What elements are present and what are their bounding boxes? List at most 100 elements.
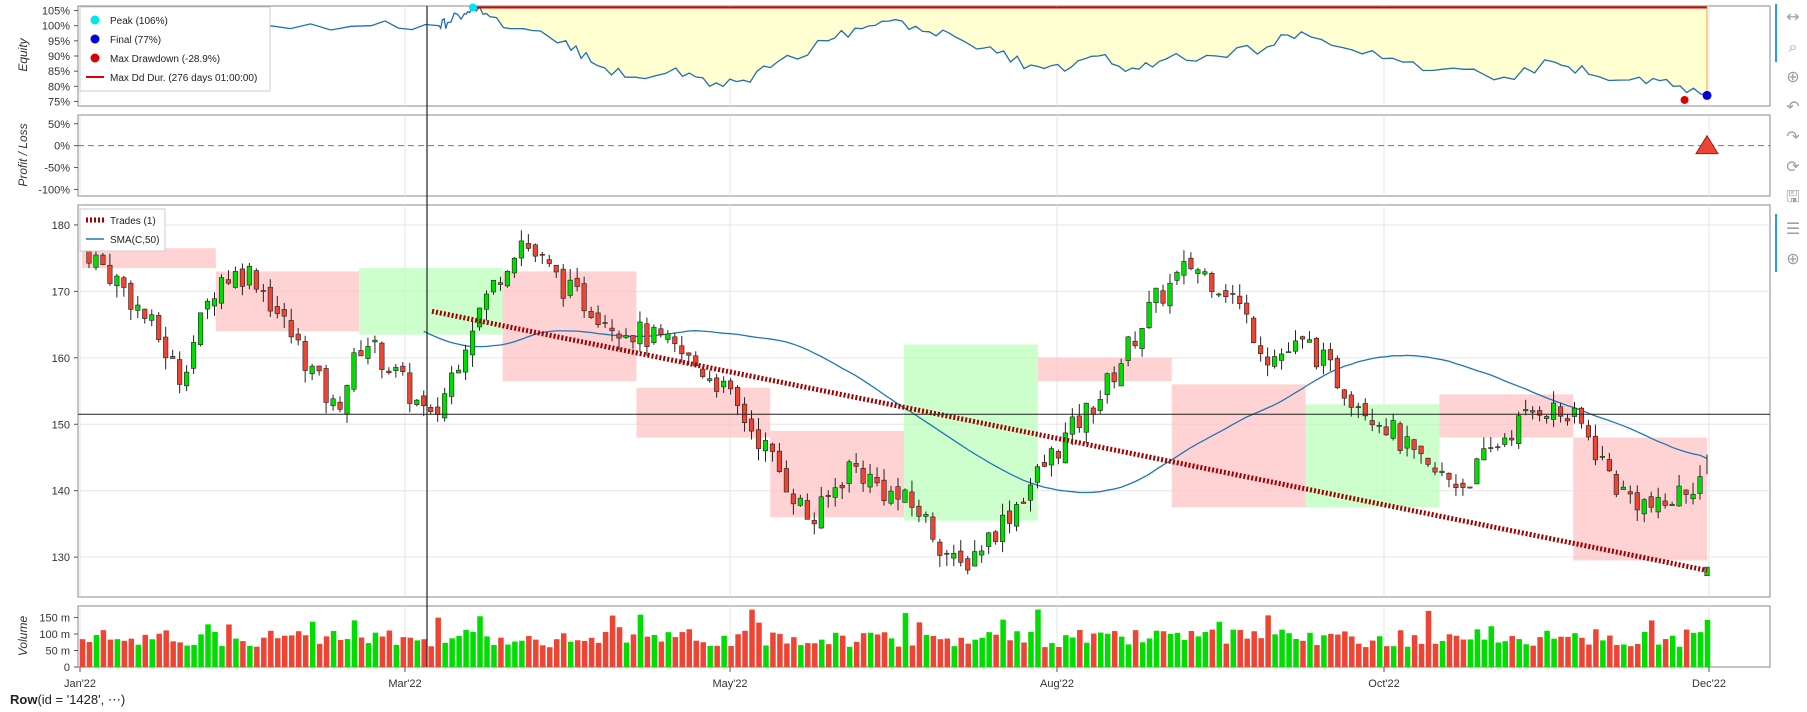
volume-bar <box>1251 631 1257 667</box>
candle-body <box>372 339 378 343</box>
volume-bar <box>219 646 225 667</box>
panel-pl <box>77 114 1771 197</box>
undo-icon[interactable]: ↶ <box>1786 97 1800 116</box>
candle-body <box>1613 474 1619 495</box>
volume-bar <box>1474 629 1481 667</box>
candle-body <box>665 333 671 340</box>
candle-body <box>637 321 643 345</box>
volume-bar <box>233 638 239 667</box>
candle-body <box>400 365 406 373</box>
volume-bar <box>1028 631 1034 667</box>
candle-body <box>728 380 734 390</box>
candle-body <box>358 350 364 357</box>
candle-body <box>1606 459 1612 472</box>
candle-body <box>1230 293 1236 295</box>
volume-bar <box>1523 644 1529 667</box>
candle-body <box>1048 448 1054 466</box>
candle-body <box>658 328 664 335</box>
volume-bar <box>456 635 462 667</box>
volume-bar <box>288 635 295 667</box>
candle-body <box>1313 338 1319 368</box>
candle-body <box>1564 418 1571 422</box>
candle-body <box>874 477 880 484</box>
volume-bar <box>860 633 867 667</box>
candle-body <box>1160 290 1166 304</box>
volume-bar <box>1014 631 1020 667</box>
candle-body <box>1704 566 1710 577</box>
candle-body <box>1041 462 1048 467</box>
candle-body <box>1592 435 1598 461</box>
candle-body <box>177 359 183 385</box>
candle-body <box>1090 407 1096 415</box>
volume-bar <box>170 641 176 667</box>
candle-body <box>1627 491 1633 495</box>
volume-y-tick-label: 100 m <box>39 629 70 641</box>
volume-bar <box>386 630 393 667</box>
candle-body <box>1013 504 1020 527</box>
volume-bar <box>268 630 274 667</box>
candle-body <box>163 336 169 359</box>
candle-body <box>379 342 385 370</box>
hover-icon[interactable]: ☰ <box>1785 219 1801 238</box>
redo-icon[interactable]: ↷ <box>1786 127 1800 146</box>
volume-bar <box>1007 640 1013 667</box>
volume-bar <box>184 645 190 667</box>
volume-bar <box>1314 645 1320 667</box>
candle-body <box>1599 456 1605 458</box>
volume-bar <box>1139 642 1146 667</box>
volume-bar <box>1488 626 1495 667</box>
candle-body <box>302 341 308 371</box>
x-tick-label: Jan'22 <box>64 678 96 690</box>
volume-bar <box>986 632 992 667</box>
pan-icon[interactable]: ↔ <box>1786 7 1800 26</box>
ohlc-legend: Trades (1) SMA(C,50) <box>79 208 166 252</box>
volume-bar <box>784 643 790 667</box>
candle-body <box>1544 416 1550 419</box>
candle-body <box>1662 500 1668 506</box>
volume-bar <box>247 645 253 667</box>
volume-bar <box>240 641 246 667</box>
candle-body <box>937 541 943 556</box>
volume-bar <box>1404 646 1411 667</box>
volume-bar <box>1690 632 1697 667</box>
candle-body <box>616 333 622 339</box>
volume-bar <box>895 646 902 667</box>
candle-body <box>1467 486 1473 489</box>
candle-body <box>644 323 650 347</box>
candle-body <box>204 300 211 310</box>
volume-bar <box>1648 620 1655 667</box>
candle-body <box>1690 493 1696 500</box>
candle-body <box>1523 409 1529 412</box>
candle-body <box>1634 492 1640 511</box>
volume-y-tick-label: 150 m <box>39 613 70 625</box>
crosshair-icon[interactable]: ⊕ <box>1786 249 1800 268</box>
volume-bar <box>874 634 881 667</box>
candle-body <box>679 345 685 355</box>
ohlc-y-tick-label: 150 <box>52 419 70 431</box>
volume-bar <box>414 640 421 667</box>
volume-bar <box>533 639 539 667</box>
pl-y-tick-label: 0% <box>54 141 70 153</box>
reset-icon[interactable]: ⟳ <box>1786 157 1800 176</box>
candle-body <box>1432 467 1438 473</box>
volume-bar <box>142 634 149 667</box>
candle-body <box>1195 269 1201 274</box>
candle-body <box>1327 349 1333 361</box>
candle-body <box>1306 339 1313 343</box>
candle-body <box>142 308 148 319</box>
trade-box <box>1171 384 1306 508</box>
candle-body <box>1167 282 1173 307</box>
candle-body <box>1648 496 1654 508</box>
wheel-zoom-icon[interactable]: ⊕ <box>1786 67 1800 86</box>
trade-box <box>904 344 1038 521</box>
candle-body <box>386 370 392 374</box>
save-icon[interactable]: 🖫 <box>1786 187 1800 206</box>
volume-bar <box>651 634 658 667</box>
candle-body <box>1216 293 1222 296</box>
volume-bar <box>1621 644 1627 667</box>
x-tick-label: Oct'22 <box>1368 678 1399 690</box>
candle-body <box>93 254 99 268</box>
zoom-icon[interactable]: ⌕ <box>1788 37 1798 56</box>
candle-body <box>170 356 176 359</box>
